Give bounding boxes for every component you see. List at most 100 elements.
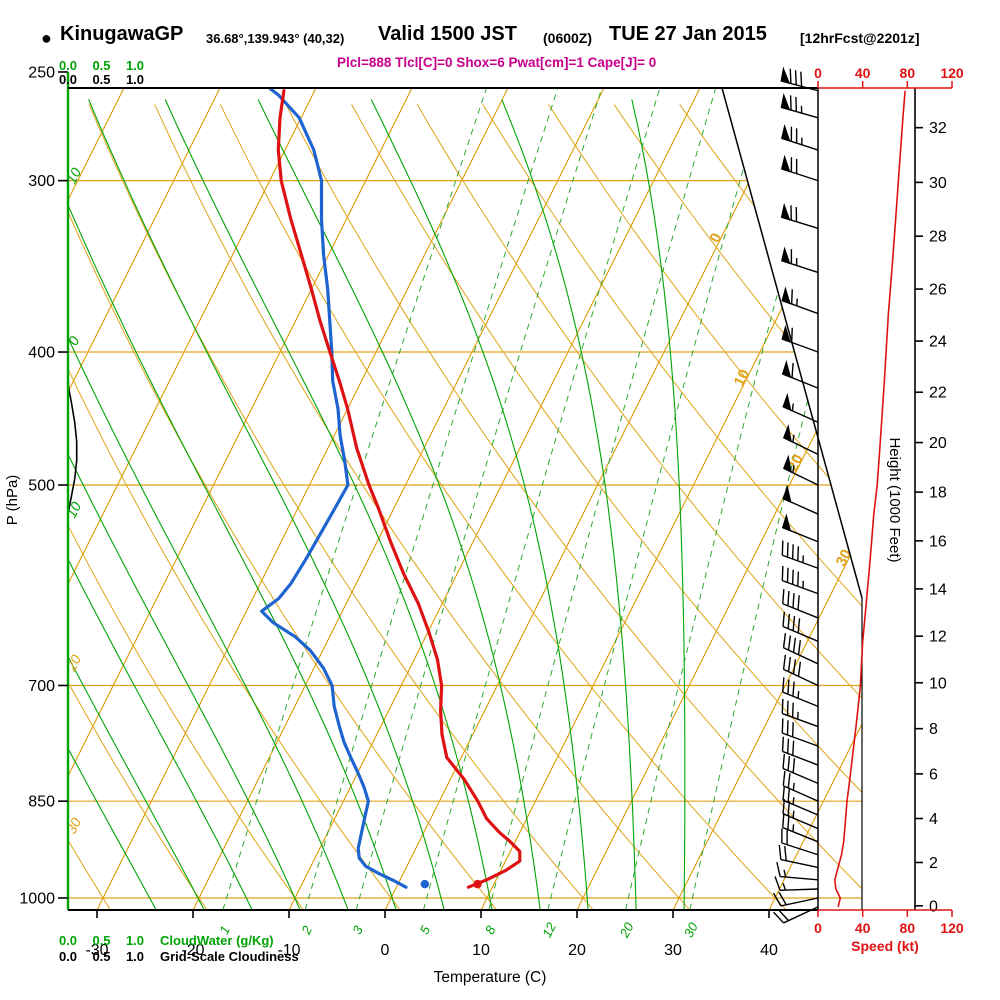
wind-barb-staff: [782, 625, 819, 642]
height-tick-label: 4: [929, 811, 938, 828]
dry-adiabat-line: [68, 104, 401, 910]
wind-barb: [782, 588, 819, 619]
height-tick-label: 18: [929, 485, 947, 502]
adiabat-edge-label: 20: [62, 652, 84, 674]
wind-barb: [781, 565, 819, 595]
wind-barb-half: [792, 810, 795, 819]
wind-barb-full: [787, 635, 792, 651]
wind-barb-full: [772, 892, 782, 907]
dry-adiabat-line: [416, 104, 862, 910]
pressure-tick-label: 300: [28, 173, 55, 190]
dewpoint-curve: [256, 88, 408, 889]
wind-barb-pennant: [781, 246, 791, 265]
wind-barb: [782, 771, 819, 802]
pressure-tick-label: 400: [28, 345, 55, 362]
wind-barb-full: [787, 679, 790, 695]
wind-barb: [781, 154, 819, 182]
isotherm-edge-label: 0: [707, 230, 726, 245]
height-tick-label: 26: [929, 282, 947, 299]
forecast-tag: [12hrFcst@2201z]: [800, 30, 920, 46]
pressure-tick-label: 500: [28, 477, 55, 494]
wind-barb-pennant: [782, 392, 792, 412]
wind-barb-half: [797, 690, 800, 699]
wind-barb-half: [792, 824, 795, 832]
sounding-curves: [256, 88, 522, 889]
mixing-ratio-line: [488, 88, 717, 910]
wind-barb-full: [792, 616, 796, 631]
wind-barb-full: [797, 571, 800, 587]
wind-barb-full: [781, 540, 784, 556]
wind-barb-staff: [782, 813, 819, 830]
mixing-ratio-line: [222, 88, 487, 910]
pressure-tick-label: 700: [28, 678, 55, 695]
pressure-tick-label: 250: [28, 64, 55, 81]
temperature-tick-label: -30: [85, 942, 108, 959]
wind-barb: [776, 862, 819, 881]
pressure-tick-label: 1000: [19, 891, 55, 908]
station-name: KinugawaGP: [60, 23, 184, 45]
dry-adiabat-line: [219, 104, 787, 910]
wind-barb-full: [791, 722, 794, 737]
wind-barb-full: [791, 702, 794, 718]
speed-tick-label-top: 120: [940, 65, 964, 81]
wind-barb-full: [782, 633, 787, 648]
wind-barb-half: [782, 882, 787, 891]
height-tick-label: 24: [929, 334, 947, 351]
height-tick-label: 32: [929, 120, 947, 137]
plot-border: [66, 72, 863, 911]
wind-barb: [782, 392, 819, 423]
cloudiness-axis-title: Grid-Scale Cloudiness: [160, 949, 299, 964]
pressure-axis-title: P (hPa): [4, 475, 21, 526]
wind-barb: [782, 611, 819, 642]
wind-barb-full: [781, 565, 784, 581]
wind-barb-full: [782, 611, 786, 627]
adiabat-edge-label: 10: [63, 165, 84, 186]
wind-barb-full: [797, 595, 800, 610]
wind-barb-staff: [783, 785, 819, 802]
dry-adiabat-line: [285, 104, 862, 910]
temperature-axis-title: Temperature (C): [434, 969, 547, 986]
wind-barb-half: [792, 434, 795, 443]
wind-barb-half: [792, 797, 795, 805]
cloudwater-bottom-tick-label: 0.5: [92, 933, 110, 948]
wind-barb-staff: [782, 603, 819, 619]
surface-dewpoint-dot: [420, 879, 430, 889]
stability-parameters: Plcl=888 Tlcl[C]=0 Shox=6 Pwat[cm]=1 Cap…: [337, 55, 657, 70]
mixing-ratio-label: 12: [539, 919, 559, 939]
wind-barb-full: [784, 845, 787, 861]
mixing-ratio-label: 8: [482, 923, 499, 937]
cloudwater-axis-title: CloudWater (g/Kg): [160, 933, 274, 948]
cloudwater-bottom-tick-label: 0.0: [59, 933, 77, 948]
wind-barb-half: [792, 782, 795, 791]
valid-time-utc: (0600Z): [543, 30, 593, 46]
temperature-tick-label: 0: [381, 942, 390, 959]
cloudwater-top-tick-label: 0.5: [92, 58, 110, 73]
mixing-ratio-line: [355, 88, 603, 910]
wind-barb-full: [786, 700, 789, 716]
wind-barb: [781, 359, 819, 389]
wind-barb-full: [781, 698, 784, 714]
wind-barb: [782, 677, 819, 708]
wind-barb-full: [794, 70, 797, 85]
wind-barb-full: [776, 862, 781, 877]
dry-adiabat-line: [68, 104, 497, 910]
height-tick-label: 22: [929, 385, 947, 402]
isotherm-edge-label: 10: [731, 367, 754, 390]
wind-barb-full: [792, 593, 795, 608]
wind-barb: [782, 424, 819, 456]
wind-barb: [782, 633, 819, 665]
valid-date: TUE 27 Jan 2015: [609, 23, 767, 45]
wind-barb-pennant: [782, 454, 792, 474]
wind-barb-full: [781, 718, 784, 734]
mixing-ratio-line: [689, 88, 862, 910]
wind-barb-pennant: [780, 66, 791, 85]
wind-barb-full: [786, 542, 789, 558]
moist-adiabat-line: [257, 99, 541, 910]
wind-barb-full: [782, 753, 786, 769]
wind-barb-staff: [782, 767, 819, 785]
wind-barb-full: [797, 618, 801, 633]
wind-barb-full: [778, 891, 787, 906]
wind-barb: [781, 124, 819, 151]
cloudiness-bottom-tick-label: 0.5: [92, 949, 110, 964]
